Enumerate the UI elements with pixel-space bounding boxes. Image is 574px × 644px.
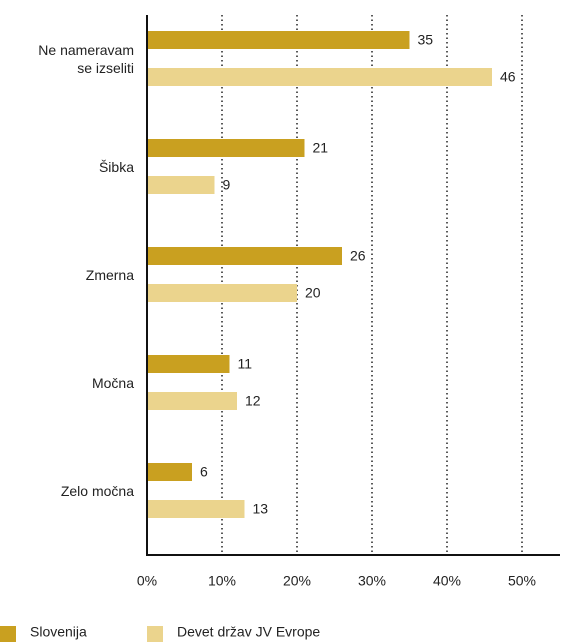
bar	[147, 139, 305, 157]
x-tick-label: 30%	[358, 573, 386, 589]
bar	[147, 176, 215, 194]
legend-label: Slovenija	[30, 624, 87, 640]
bar	[147, 355, 230, 373]
x-tick-label: 50%	[508, 573, 536, 589]
value-label: 21	[313, 140, 329, 156]
value-label: 26	[350, 248, 366, 264]
value-label: 20	[305, 285, 321, 301]
legend-swatch	[147, 626, 163, 642]
category-label: Šibka	[98, 158, 134, 175]
bar	[147, 31, 410, 49]
value-label: 35	[418, 32, 434, 48]
value-label: 11	[238, 356, 253, 372]
legend-swatch	[0, 626, 16, 642]
value-label: 9	[223, 177, 231, 193]
category-label: Zelo močna	[60, 482, 134, 499]
bar	[147, 500, 245, 518]
category-label: Zmerna	[85, 266, 134, 283]
x-tick-label: 0%	[137, 573, 157, 589]
value-label: 13	[253, 501, 269, 517]
bar	[147, 392, 237, 410]
category-label: Ne nameravam se izseliti	[38, 41, 134, 76]
category-label: Močna	[91, 374, 134, 391]
bar	[147, 284, 297, 302]
value-label: 12	[245, 393, 261, 409]
x-tick-label: 20%	[283, 573, 311, 589]
bar	[147, 68, 492, 86]
bar	[147, 247, 342, 265]
value-label: 6	[200, 464, 208, 480]
value-label: 46	[500, 69, 516, 85]
x-tick-label: 40%	[433, 573, 461, 589]
bar	[147, 463, 192, 481]
legend-label: Devet držav JV Evrope	[177, 624, 320, 640]
x-tick-label: 10%	[208, 573, 236, 589]
